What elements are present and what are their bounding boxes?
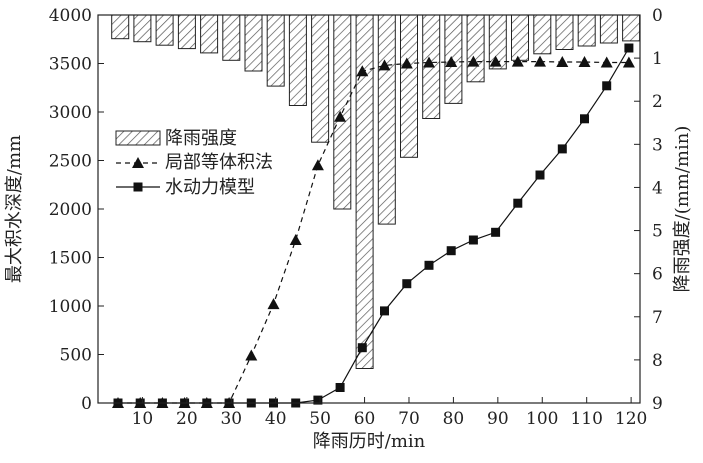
- rainfall-bar: [599, 14, 618, 44]
- volume-method-point: [334, 110, 347, 122]
- rainfall-bar: [577, 14, 596, 47]
- y-left-tick-label: 500: [60, 346, 92, 366]
- y-right-tick-label: 3: [652, 135, 663, 155]
- legend-triangle-marker: [132, 157, 144, 168]
- volume-method-point: [356, 65, 369, 77]
- volume-method-point: [445, 56, 458, 67]
- rainfall-bar: [377, 14, 396, 225]
- y-right-tick-label: 1: [652, 49, 663, 69]
- volume-method-point: [267, 298, 280, 310]
- y-axis-right-title: 降雨强度/(mm/min): [672, 126, 693, 293]
- y-left-tick-label: 3500: [49, 55, 92, 75]
- hydrodynamic-point: [424, 260, 434, 270]
- hydrodynamic-point: [535, 170, 545, 180]
- hydrodynamic-point: [468, 235, 478, 245]
- hydrodynamic-point: [624, 43, 634, 53]
- volume-method-point: [600, 56, 613, 68]
- x-tick-label: 80: [443, 409, 465, 429]
- x-tick-label: 50: [309, 409, 331, 429]
- volume-method-point: [467, 55, 480, 67]
- rainfall-bar: [111, 14, 130, 40]
- volume-method-point: [400, 57, 413, 69]
- hydrodynamic-point: [446, 246, 456, 256]
- volume-method-point: [245, 349, 258, 361]
- volume-method-point: [489, 55, 502, 67]
- x-tick-label: 90: [487, 409, 509, 429]
- x-tick-label: 100: [526, 409, 558, 429]
- volume-method-point: [534, 55, 546, 67]
- legend-swatch-rainfall: [115, 130, 161, 146]
- y-right-tick-label: 9: [652, 394, 663, 414]
- y-left-tick-label: 1000: [49, 297, 92, 317]
- legend-square-marker: [133, 182, 143, 192]
- legend: 降雨强度 局部等体积法 水动力模型: [115, 128, 273, 198]
- rainfall-bar: [622, 14, 641, 42]
- x-tick-label: 120: [615, 409, 647, 429]
- rainfall-bar: [266, 14, 285, 87]
- y-axis-left-title: 最大积水深度/mm: [4, 135, 25, 283]
- y-right-tick-label: 5: [652, 222, 663, 242]
- y-right-tick-label: 0: [652, 6, 663, 26]
- x-tick-label: 110: [570, 409, 602, 429]
- legend-label-volume-method: 局部等体积法: [165, 152, 273, 173]
- rainfall-bar: [555, 14, 574, 50]
- y-left-tick-label: 0: [81, 394, 92, 414]
- y-right-tick-label: 7: [652, 308, 663, 328]
- y-right-tick-label: 4: [652, 178, 663, 198]
- rainfall-bar: [533, 14, 552, 55]
- rainfall-bar: [400, 14, 418, 158]
- y-right-tick-label: 6: [652, 265, 663, 285]
- rainfall-bar: [200, 14, 219, 54]
- axis-ticks: 10 20 30 40 50 60 70 80 90 100 110 1200500100015002…: [49, 6, 663, 429]
- x-tick-label: 40: [265, 409, 287, 429]
- volume-method-point: [578, 56, 591, 67]
- rainfall-bar: [511, 14, 529, 61]
- volume-method-point: [311, 159, 324, 171]
- hydrodynamic-point: [491, 227, 501, 237]
- y-left-tick-label: 3000: [49, 103, 92, 123]
- y-left-tick-label: 4000: [49, 6, 92, 26]
- x-tick-label: 70: [398, 409, 420, 429]
- volume-method-point: [511, 55, 524, 67]
- rainfall-bar: [222, 14, 241, 61]
- volume-method-point: [622, 56, 635, 68]
- rainfall-bar: [466, 14, 485, 83]
- volume-method-point: [289, 234, 302, 245]
- x-tick-label: 10: [132, 409, 154, 429]
- y-left-tick-label: 2000: [49, 200, 92, 220]
- y-left-tick-label: 1500: [49, 249, 92, 269]
- legend-label-hydrodynamic: 水动力模型: [165, 177, 255, 198]
- hydrodynamic-point: [313, 395, 323, 405]
- hydrodynamic-point: [357, 343, 367, 353]
- rainfall-bar: [155, 14, 174, 46]
- legend-label-rainfall: 降雨强度: [165, 128, 237, 149]
- y-left-tick-label: 2500: [49, 152, 92, 172]
- y-right-tick-label: 2: [652, 92, 663, 112]
- x-tick-label: 30: [220, 409, 242, 429]
- hydrodynamic-point: [513, 198, 523, 208]
- hydrodynamic-point: [602, 81, 612, 91]
- volume-method-point: [556, 56, 569, 67]
- hydrodynamic-point: [402, 279, 412, 289]
- hydrodynamic-point: [380, 306, 389, 316]
- x-tick-label: 60: [354, 409, 376, 429]
- rainfall-bar: [444, 14, 463, 104]
- rainfall-bar: [133, 14, 152, 43]
- x-axis-title: 降雨历时/min: [313, 431, 426, 452]
- rainfall-bar: [355, 14, 374, 369]
- rainfall-bar: [177, 14, 196, 50]
- volume-method-point: [423, 56, 435, 68]
- rainfall-bar: [288, 14, 307, 106]
- hydrodynamic-point: [580, 114, 589, 124]
- rainfall-bar: [311, 14, 330, 143]
- y-right-tick-label: 8: [652, 351, 663, 371]
- hydrodynamic-point: [557, 144, 567, 154]
- volume-method-point: [378, 59, 391, 71]
- x-tick-label: 20: [176, 409, 198, 429]
- rainfall-bar: [244, 14, 263, 72]
- hydrodynamic-point: [335, 383, 345, 392]
